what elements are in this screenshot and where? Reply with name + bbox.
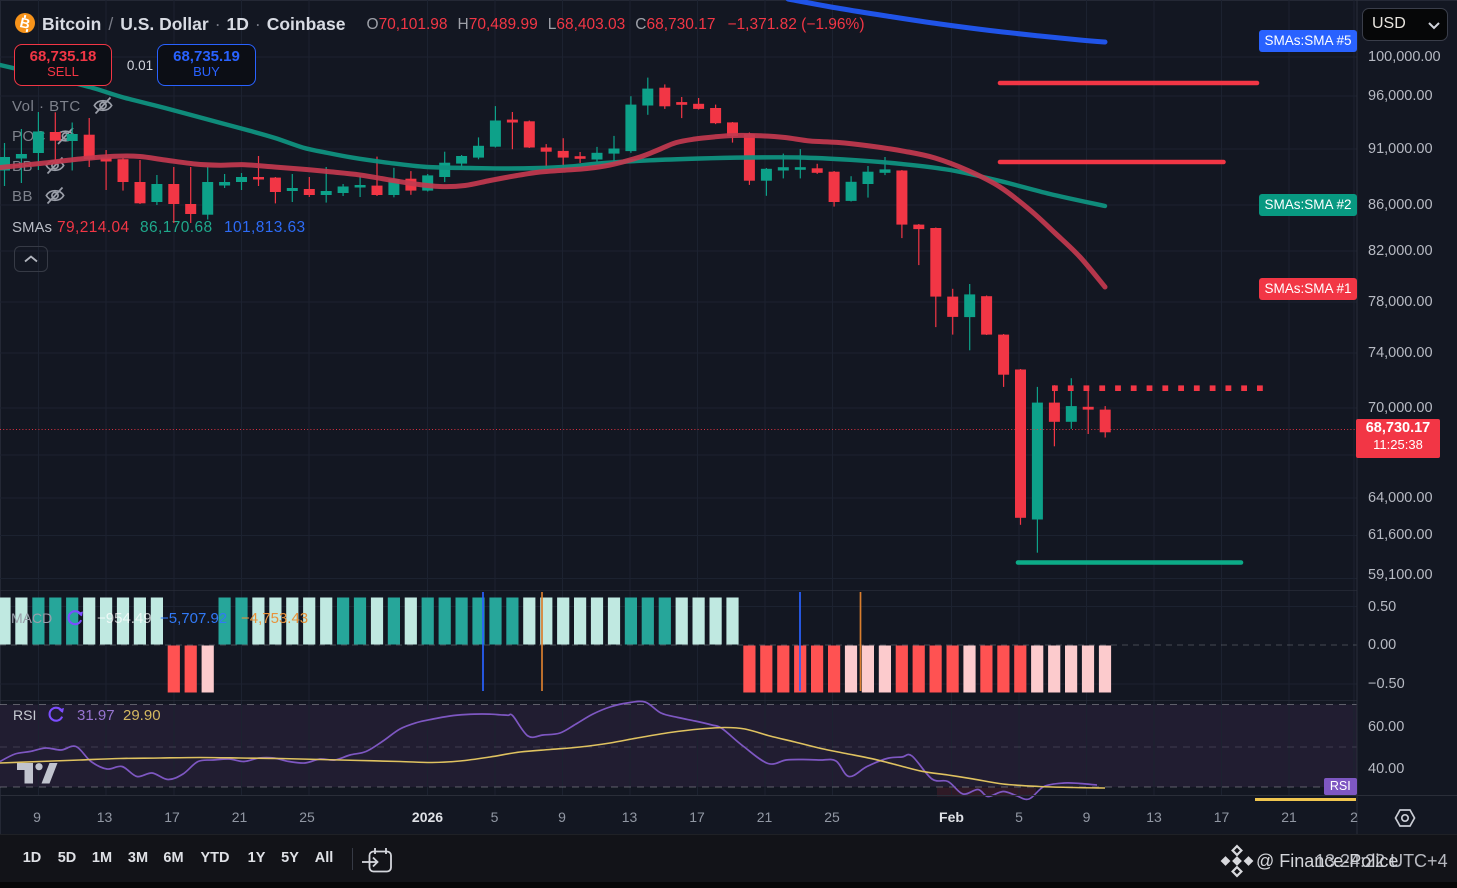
svg-text:86,170.68: 86,170.68	[140, 219, 213, 236]
svg-text:29.90: 29.90	[123, 707, 161, 724]
svg-text:RSI: RSI	[13, 707, 36, 723]
svg-text:Vol · BTC: Vol · BTC	[12, 98, 81, 115]
svg-text:−5,707.92: −5,707.92	[160, 610, 227, 627]
svg-text:MACD: MACD	[11, 610, 52, 626]
svg-text:79,214.04: 79,214.04	[57, 219, 130, 236]
svg-text:BB: BB	[12, 188, 33, 205]
svg-text:−4,753.43: −4,753.43	[241, 610, 308, 627]
svg-text:SMAs: SMAs	[12, 219, 52, 236]
svg-text:31.97: 31.97	[77, 707, 115, 724]
svg-text:−954.49: −954.49	[97, 610, 152, 627]
svg-text:101,813.63: 101,813.63	[224, 219, 306, 236]
